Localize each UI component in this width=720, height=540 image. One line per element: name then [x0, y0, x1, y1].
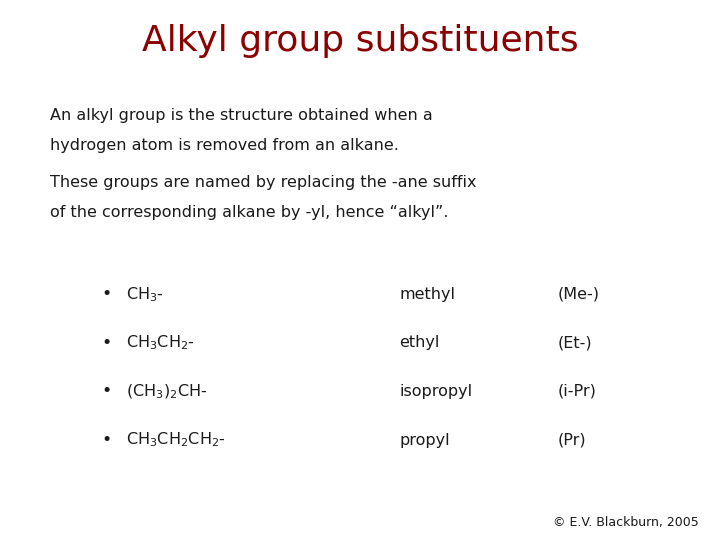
Text: •: •: [102, 431, 112, 449]
Text: propyl: propyl: [400, 433, 450, 448]
Text: Alkyl group substituents: Alkyl group substituents: [142, 24, 578, 58]
Text: These groups are named by replacing the -ane suffix: These groups are named by replacing the …: [50, 176, 477, 191]
Text: isopropyl: isopropyl: [400, 384, 473, 399]
Text: An alkyl group is the structure obtained when a: An alkyl group is the structure obtained…: [50, 108, 433, 123]
Text: ethyl: ethyl: [400, 335, 440, 350]
Text: $\mathrm{CH_3CH_2}$-: $\mathrm{CH_3CH_2}$-: [126, 334, 195, 352]
Text: $\mathrm{(CH_3)_2CH}$-: $\mathrm{(CH_3)_2CH}$-: [126, 382, 207, 401]
Text: (Pr): (Pr): [558, 433, 587, 448]
Text: •: •: [102, 382, 112, 401]
Text: of the corresponding alkane by -yl, hence “alkyl”.: of the corresponding alkane by -yl, henc…: [50, 205, 449, 220]
Text: (i-Pr): (i-Pr): [558, 384, 597, 399]
Text: $\mathrm{CH_3}$-: $\mathrm{CH_3}$-: [126, 285, 164, 303]
Text: hydrogen atom is removed from an alkane.: hydrogen atom is removed from an alkane.: [50, 138, 400, 153]
Text: $\mathrm{CH_3CH_2CH_2}$-: $\mathrm{CH_3CH_2CH_2}$-: [126, 431, 226, 449]
Text: © E.V. Blackburn, 2005: © E.V. Blackburn, 2005: [553, 516, 698, 529]
Text: methyl: methyl: [400, 287, 456, 302]
Text: (Me-): (Me-): [558, 287, 600, 302]
Text: •: •: [102, 334, 112, 352]
Text: (Et-): (Et-): [558, 335, 593, 350]
Text: •: •: [102, 285, 112, 303]
